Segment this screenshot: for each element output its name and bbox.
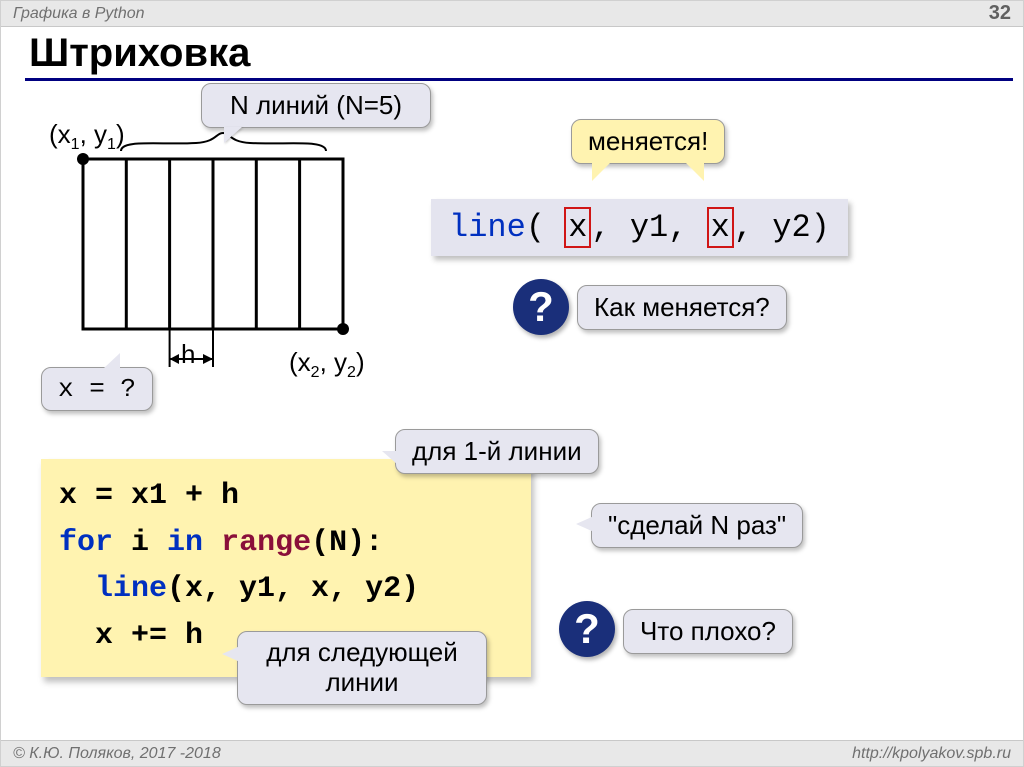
code-line-2: for i in range(N): — [59, 520, 513, 567]
page-number: 32 — [989, 2, 1011, 25]
slide-header: Графика в Python 32 — [1, 1, 1023, 27]
label-x2y2: (x2, y2) — [289, 347, 365, 382]
callout-first-line: для 1-й линии — [395, 429, 599, 474]
callout-do-n-times: "сделай N раз" — [591, 503, 803, 548]
footer-copyright: © К.Ю. Поляков, 2017 -2018 — [13, 745, 221, 763]
callout-n-lines: N линий (N=5) — [201, 83, 431, 128]
code-line-call: line( x, y1, x, y2) — [431, 199, 848, 256]
label-h: h — [181, 339, 195, 370]
hatching-diagram — [73, 149, 353, 379]
code-line-3: line(x, y1, x, y2) — [59, 566, 513, 613]
slide-footer: © К.Ю. Поляков, 2017 -2018 http://kpolya… — [1, 740, 1023, 766]
slide-body: (x1, y1) (x2, y2) h N линий (N=5) x = ? … — [1, 89, 1023, 736]
title-rule — [25, 78, 1013, 81]
slide-title: Штриховка — [29, 31, 1023, 76]
question-icon: ? — [559, 601, 615, 657]
footer-url: http://kpolyakov.spb.ru — [852, 745, 1011, 763]
question-icon: ? — [513, 279, 569, 335]
code-line-1: x = x1 + h — [59, 473, 513, 520]
callout-whats-wrong: Что плохо? — [623, 609, 793, 654]
callout-next-line: для следующей линии — [237, 631, 487, 705]
callout-changes: меняется! — [571, 119, 725, 164]
callout-how-changes: Как меняется? — [577, 285, 787, 330]
header-topic: Графика в Python — [13, 5, 145, 23]
callout-x-eq: x = ? — [41, 367, 153, 411]
label-x1y1: (x1, y1) — [49, 119, 125, 154]
